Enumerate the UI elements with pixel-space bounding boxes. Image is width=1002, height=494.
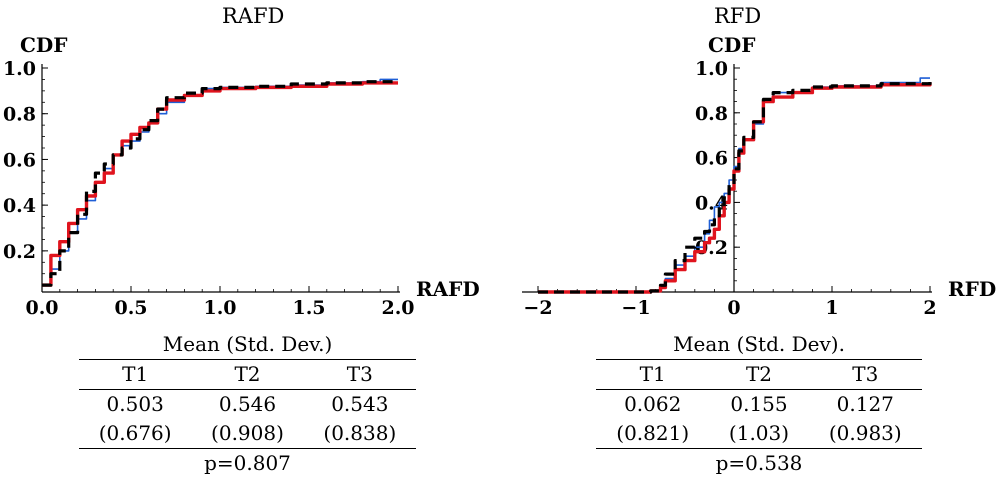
rfd-mean-t1: 0.062	[624, 392, 682, 416]
rafd-x-tick-label: 2.0	[381, 297, 414, 319]
rafd-panel: RAFD 0.0 0.5 1.0 1.5 2.0 0.2 0.4 0.6 0.8 1.0 CDF RA…	[0, 0, 500, 494]
rafd-sd-t3: (0.838)	[303, 419, 416, 449]
rafd-x-tick-label: 1.0	[203, 297, 236, 319]
rfd-y-tick-label: 0.6	[695, 148, 728, 170]
rfd-p-value: p=0.538	[715, 451, 803, 475]
rfd-sd-t1: (0.821)	[596, 419, 710, 449]
rafd-cdf-line-3	[42, 80, 398, 287]
rfd-x-tick-label: −1	[621, 297, 650, 319]
rfd-table-caption: Mean (Std. Dev).	[596, 330, 922, 360]
rfd-mean-t3: 0.127	[836, 392, 894, 416]
rfd-panel: RFD −2 −1 0 1 2 0.2 0.4 0.6 0.8 1.0 CDF RFD Mean (S…	[502, 0, 1002, 494]
rafd-x-tick-label: 1.5	[292, 297, 325, 319]
rfd-sd-t3: (0.983)	[808, 419, 922, 449]
rfd-header-t2: T2	[709, 359, 809, 390]
rafd-chart-title: RAFD	[222, 4, 285, 28]
rafd-y-tick-label: 0.8	[3, 104, 36, 126]
rafd-sd-t1: (0.676)	[79, 419, 192, 449]
rfd-chart-title: RFD	[714, 4, 762, 28]
rafd-p-value: p=0.807	[204, 451, 291, 475]
rafd-mean-t3: 0.543	[331, 392, 389, 416]
rfd-x-axis-label: RFD	[948, 277, 996, 301]
rfd-header-t1: T1	[596, 359, 710, 390]
rafd-mean-t2: 0.546	[218, 392, 277, 416]
rafd-table-caption: Mean (Std. Dev.)	[79, 330, 416, 360]
rafd-sd-t2: (0.908)	[191, 419, 304, 449]
rfd-x-tick-label: −2	[523, 297, 552, 319]
rafd-header-t1: T1	[79, 359, 192, 390]
rafd-y-tick-label: 0.4	[3, 195, 36, 217]
rfd-mean-t2: 0.155	[730, 392, 788, 416]
rfd-cdf-line-3	[538, 81, 932, 294]
rafd-x-axis-label: RAFD	[416, 277, 480, 301]
rafd-y-tick-label: 0.6	[3, 149, 36, 171]
rfd-y-tick-label: 0.2	[695, 237, 728, 259]
rafd-header-t3: T3	[303, 359, 416, 390]
rafd-x-tick-label: 0.5	[114, 297, 147, 319]
rafd-mean-t1: 0.503	[106, 392, 164, 416]
rfd-x-tick-label: 2	[923, 297, 936, 319]
rfd-y-axis-label: CDF	[708, 33, 755, 57]
rfd-y-tick-label: 0.8	[695, 103, 728, 125]
rafd-y-tick-label: 0.2	[3, 241, 36, 263]
rafd-header-t2: T2	[191, 359, 304, 390]
rafd-y-axis-label: CDF	[20, 33, 67, 57]
rfd-x-tick-label: 1	[825, 297, 838, 319]
rfd-header-t3: T3	[808, 359, 922, 390]
rfd-y-tick-label: 1.0	[695, 58, 728, 80]
rfd-x-tick-label: 0	[727, 297, 740, 319]
rafd-x-tick-label: 0.0	[25, 297, 58, 319]
rfd-stats-table: Mean (Std. Dev). T1 T2 T3 0.062 0.155 0.…	[596, 330, 922, 478]
rafd-cdf-line-2	[42, 81, 398, 287]
rfd-sd-t2: (1.03)	[709, 419, 809, 449]
rafd-y-tick-label: 1.0	[3, 58, 36, 80]
rafd-stats-table: Mean (Std. Dev.) T1 T2 T3 0.503 0.546 0.…	[79, 330, 416, 478]
